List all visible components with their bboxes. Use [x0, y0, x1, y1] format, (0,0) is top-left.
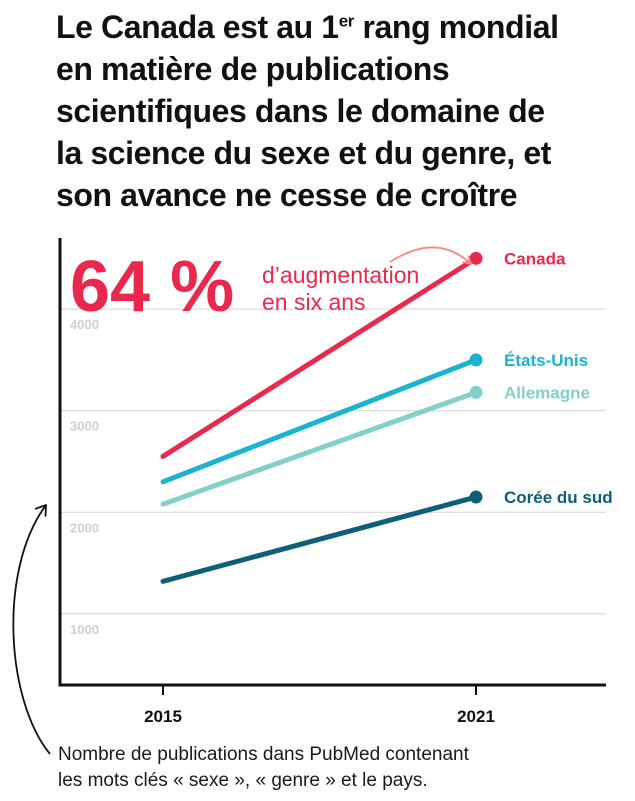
title-line-1-end: rang mondial [353, 9, 559, 45]
highlight-value: 64 % [70, 247, 234, 327]
title-line-2: en matière de publications [56, 51, 450, 87]
series-Allemagne: Allemagne [160, 383, 590, 507]
footnote-arrow [12, 504, 51, 755]
series-end-point [469, 251, 483, 265]
x-tick-label: 2021 [457, 707, 495, 726]
series-line [160, 255, 479, 459]
y-tick-labels: 1000 2000 3000 4000 [70, 317, 99, 637]
series-Corée du sud: Corée du sud [160, 488, 613, 584]
series-end-point [469, 385, 483, 399]
title-line-1-start: Le Canada est au 1 [56, 9, 339, 45]
x-tick-label: 2015 [144, 707, 182, 726]
title-line-4: la science du sexe et du genre, et [56, 135, 552, 171]
footnote-line-1: Nombre de publications dans PubMed conte… [58, 744, 469, 765]
series-end-point [469, 353, 483, 367]
y-tick-label: 2000 [70, 520, 99, 535]
series-line [160, 389, 479, 507]
series-label: Corée du sud [504, 488, 613, 507]
title-superscript: er [338, 11, 355, 31]
series-line [160, 494, 479, 584]
highlight-text-line-2: en six ans [262, 289, 366, 315]
series-line [160, 357, 479, 485]
highlight-text-line-1: d’augmentation [262, 262, 419, 288]
footnote-line-2: les mots clés « sexe », « genre » et le … [58, 770, 428, 791]
chart-title: Le Canada est au 1er rang mondial en mat… [56, 6, 626, 216]
series-label: Canada [504, 249, 566, 268]
title-line-5: son avance ne cesse de croître [56, 177, 518, 213]
footnote: Nombre de publications dans PubMed conte… [58, 742, 628, 794]
x-axis-ticks: 2015 2021 [144, 685, 495, 726]
series-end-point [469, 490, 483, 504]
title-line-3: scientifiques dans le domaine de [56, 93, 545, 129]
series-lines: Canada États-Unis Allemagne Corée du sud [160, 249, 613, 584]
series-label: Allemagne [504, 383, 590, 402]
series-Canada: Canada [160, 249, 566, 459]
highlight-arrow [389, 246, 472, 265]
y-tick-label: 3000 [70, 419, 99, 434]
y-tick-label: 1000 [70, 622, 99, 637]
y-tick-label: 4000 [70, 317, 99, 332]
gridlines [60, 308, 606, 615]
series-label: États-Unis [504, 351, 588, 370]
series-États-Unis: États-Unis [160, 351, 588, 485]
